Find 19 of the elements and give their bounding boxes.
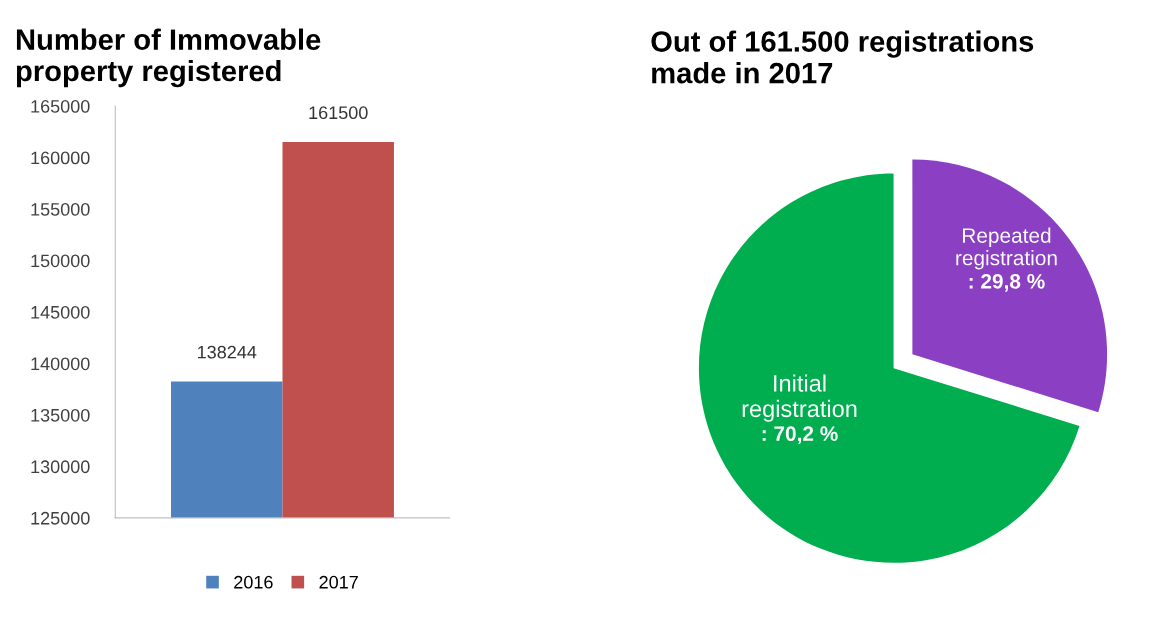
y-tick-label: 145000 [31, 305, 90, 319]
y-tick-label: 165000 [31, 100, 90, 113]
data-label: : 29,8 % [969, 273, 1045, 292]
data-label: 138244 [198, 345, 257, 359]
y-tick-label: 160000 [31, 151, 90, 165]
slice-label: Initial registration [742, 374, 857, 422]
y-tick-label: 125000 [31, 511, 90, 525]
slice-label: Repeated registration [956, 227, 1057, 270]
y-tick-label: 135000 [31, 408, 90, 422]
legend-label: 2017 [319, 575, 358, 589]
data-label: 161500 [309, 106, 368, 120]
y-tick-label: 150000 [31, 254, 90, 268]
chart-title: Number of Immovable property registered [16, 28, 321, 88]
legend-label: 2016 [234, 575, 273, 589]
chart-title: Out of 161.500 registrations made in 2017 [651, 30, 1034, 84]
y-tick-label: 140000 [31, 357, 90, 371]
y-tick-label: 155000 [31, 202, 90, 216]
data-label: : 70,2 % [762, 426, 838, 445]
y-tick-label: 130000 [31, 460, 90, 474]
